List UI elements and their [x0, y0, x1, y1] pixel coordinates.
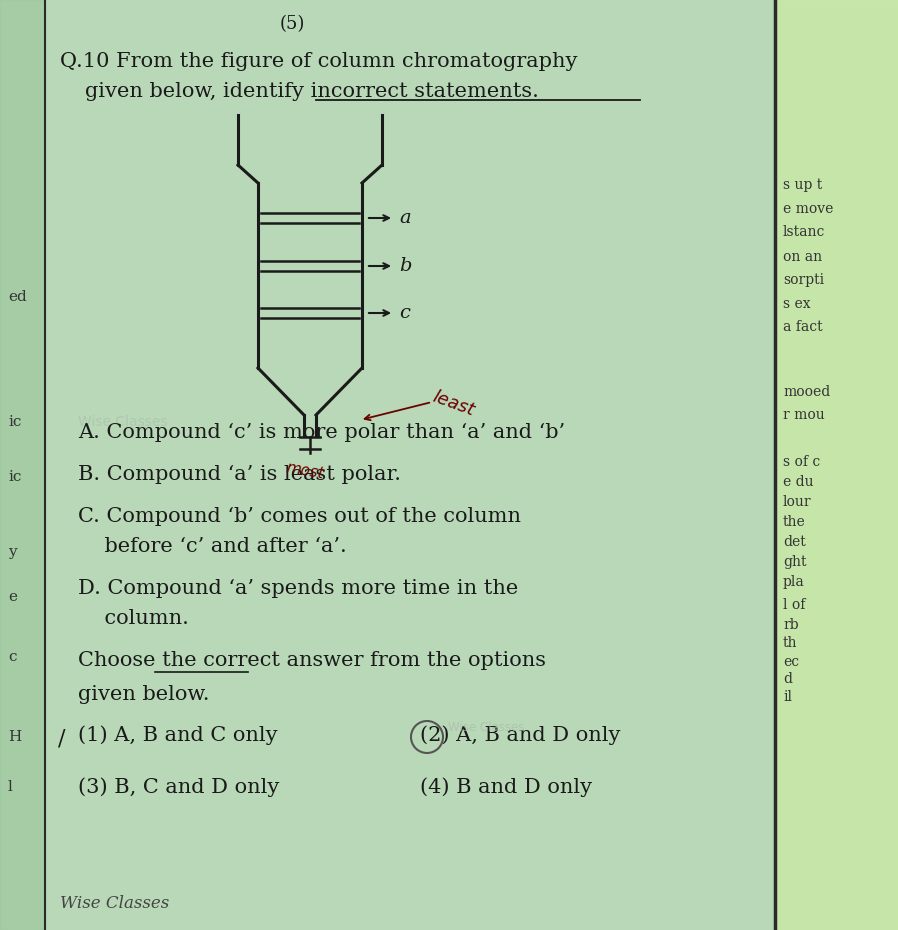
Text: on an: on an: [783, 250, 823, 264]
Text: s ex: s ex: [783, 297, 811, 311]
Text: least: least: [430, 388, 477, 419]
Text: D. Compound ‘a’ spends more time in the: D. Compound ‘a’ spends more time in the: [78, 579, 518, 598]
Text: det: det: [783, 535, 806, 549]
Text: H: H: [8, 730, 22, 744]
Text: C. Compound ‘b’ comes out of the column: C. Compound ‘b’ comes out of the column: [78, 507, 521, 526]
Text: ic: ic: [8, 415, 22, 429]
Text: (4) B and D only: (4) B and D only: [420, 777, 592, 797]
Text: /: /: [58, 727, 66, 749]
Text: d: d: [783, 672, 792, 686]
Text: r mou: r mou: [783, 408, 824, 422]
Text: th: th: [783, 636, 797, 650]
Text: ic: ic: [8, 470, 22, 484]
Text: Wise Classes: Wise Classes: [448, 721, 524, 734]
Text: ec: ec: [783, 655, 799, 669]
Text: y: y: [8, 545, 17, 559]
Text: lour: lour: [783, 495, 812, 509]
Text: ed: ed: [8, 290, 27, 304]
Text: Q.10 From the figure of column chromatography: Q.10 From the figure of column chromatog…: [60, 52, 577, 71]
Text: before ‘c’ and after ‘a’.: before ‘c’ and after ‘a’.: [78, 537, 347, 556]
Text: mooed: mooed: [783, 385, 831, 399]
Text: l of: l of: [783, 598, 806, 612]
Text: (3) B, C and D only: (3) B, C and D only: [78, 777, 279, 797]
Text: (2) A, B and D only: (2) A, B and D only: [420, 725, 621, 745]
Text: column.: column.: [78, 609, 189, 628]
Text: s of c: s of c: [783, 455, 820, 469]
Text: a: a: [399, 209, 410, 227]
Text: rb: rb: [783, 618, 798, 632]
Text: (1) A, B and C only: (1) A, B and C only: [78, 725, 277, 745]
Text: a fact: a fact: [783, 320, 823, 334]
Text: A. Compound ‘c’ is more polar than ‘a’ and ‘b’: A. Compound ‘c’ is more polar than ‘a’ a…: [78, 423, 565, 442]
Text: l: l: [8, 780, 13, 794]
Text: Choose the correct answer from the options: Choose the correct answer from the optio…: [78, 651, 546, 670]
Text: given below.: given below.: [78, 685, 209, 704]
Text: sorpti: sorpti: [783, 273, 824, 287]
Text: (5): (5): [280, 15, 305, 33]
Text: most: most: [285, 460, 325, 482]
Text: ght: ght: [783, 555, 806, 569]
Text: c: c: [8, 650, 16, 664]
Text: s up t: s up t: [783, 178, 823, 192]
Text: c: c: [399, 304, 409, 322]
Text: given below, identify incorrect statements.: given below, identify incorrect statemen…: [85, 82, 539, 101]
Text: b: b: [399, 257, 411, 275]
Text: e move: e move: [783, 202, 833, 216]
Text: Wise Classes: Wise Classes: [60, 895, 169, 912]
Text: Wise Classes: Wise Classes: [78, 415, 168, 429]
Text: pla: pla: [783, 575, 805, 589]
Text: the: the: [783, 515, 806, 529]
Text: lstanc: lstanc: [783, 225, 825, 239]
Text: e du: e du: [783, 475, 814, 489]
Text: B. Compound ‘a’ is least polar.: B. Compound ‘a’ is least polar.: [78, 465, 401, 485]
Text: e: e: [8, 590, 17, 604]
Text: il: il: [783, 690, 792, 704]
